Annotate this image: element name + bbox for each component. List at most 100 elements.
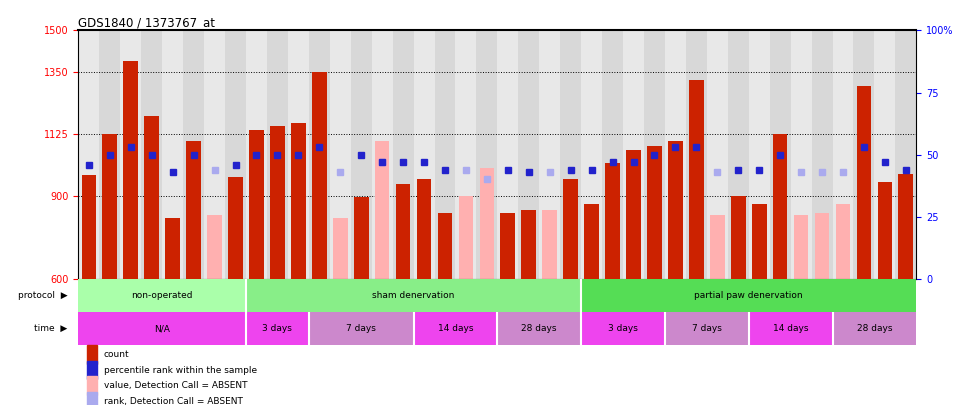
Bar [309, 30, 329, 279]
Text: 28 days: 28 days [857, 324, 892, 333]
Bar [542, 210, 557, 279]
Bar [309, 312, 414, 345]
Bar [81, 175, 96, 279]
Text: 7 days: 7 days [346, 324, 376, 333]
Bar [144, 116, 159, 279]
Bar [87, 392, 97, 405]
Bar [689, 80, 704, 279]
Text: 7 days: 7 days [692, 324, 721, 333]
Bar [896, 30, 916, 279]
Text: 28 days: 28 days [521, 324, 557, 333]
Bar [749, 312, 833, 345]
Bar [584, 205, 599, 279]
Bar [414, 312, 498, 345]
Bar [163, 30, 183, 279]
Bar [668, 141, 683, 279]
Bar [123, 61, 138, 279]
Bar [371, 30, 393, 279]
Bar [794, 215, 808, 279]
Bar [78, 279, 246, 312]
Bar [769, 30, 791, 279]
Bar [647, 146, 662, 279]
Bar [246, 312, 309, 345]
Bar [854, 30, 874, 279]
Bar [121, 30, 141, 279]
Text: value, Detection Call = ABSENT: value, Detection Call = ABSENT [104, 382, 247, 390]
Bar [416, 179, 431, 279]
Bar [87, 377, 97, 395]
Bar [791, 30, 811, 279]
Bar [644, 30, 664, 279]
Bar [291, 123, 306, 279]
Text: percentile rank within the sample: percentile rank within the sample [104, 366, 257, 375]
Bar [312, 72, 326, 279]
Text: rank, Detection Call = ABSENT: rank, Detection Call = ABSENT [104, 397, 242, 405]
Bar [836, 205, 851, 279]
Bar [87, 345, 97, 364]
Bar [78, 312, 246, 345]
Bar [814, 213, 829, 279]
Text: non-operated: non-operated [131, 291, 193, 300]
Bar [393, 30, 414, 279]
Bar [333, 218, 348, 279]
Bar [581, 312, 664, 345]
Bar [899, 174, 913, 279]
Text: N/A: N/A [154, 324, 171, 333]
Bar [728, 30, 749, 279]
Bar [581, 279, 916, 312]
Bar [501, 213, 515, 279]
Bar [270, 126, 285, 279]
Text: 14 days: 14 days [438, 324, 473, 333]
Bar [664, 30, 686, 279]
Bar [773, 134, 788, 279]
Bar [518, 30, 539, 279]
Bar [581, 30, 602, 279]
Bar [539, 30, 561, 279]
Bar [874, 30, 896, 279]
Bar [183, 30, 204, 279]
Bar [877, 182, 892, 279]
Bar [103, 134, 118, 279]
Bar [521, 210, 536, 279]
Bar [414, 30, 434, 279]
Bar [78, 30, 99, 279]
Bar [731, 196, 746, 279]
Bar [476, 30, 498, 279]
Bar [811, 30, 833, 279]
Text: protocol  ▶: protocol ▶ [18, 291, 68, 300]
Bar [207, 215, 221, 279]
Bar [225, 30, 246, 279]
Bar [626, 151, 641, 279]
Bar [186, 141, 201, 279]
Bar [857, 85, 871, 279]
Text: 3 days: 3 days [263, 324, 292, 333]
Text: 14 days: 14 days [773, 324, 808, 333]
Bar [459, 196, 473, 279]
Bar [664, 312, 749, 345]
Bar [351, 30, 371, 279]
Bar [498, 312, 581, 345]
Bar [141, 30, 162, 279]
Bar [602, 30, 623, 279]
Bar [204, 30, 225, 279]
Bar [246, 279, 581, 312]
Bar [456, 30, 476, 279]
Bar [479, 168, 494, 279]
Bar [330, 30, 351, 279]
Bar [396, 183, 411, 279]
Bar [749, 30, 769, 279]
Bar [267, 30, 288, 279]
Text: count: count [104, 350, 129, 358]
Bar [166, 218, 180, 279]
Bar [686, 30, 707, 279]
Text: 3 days: 3 days [609, 324, 638, 333]
Bar [707, 30, 728, 279]
Bar [288, 30, 309, 279]
Bar [434, 30, 456, 279]
Bar [833, 30, 854, 279]
Bar [623, 30, 644, 279]
Bar [561, 30, 581, 279]
Bar [99, 30, 121, 279]
Bar [606, 163, 620, 279]
Bar [87, 360, 97, 379]
